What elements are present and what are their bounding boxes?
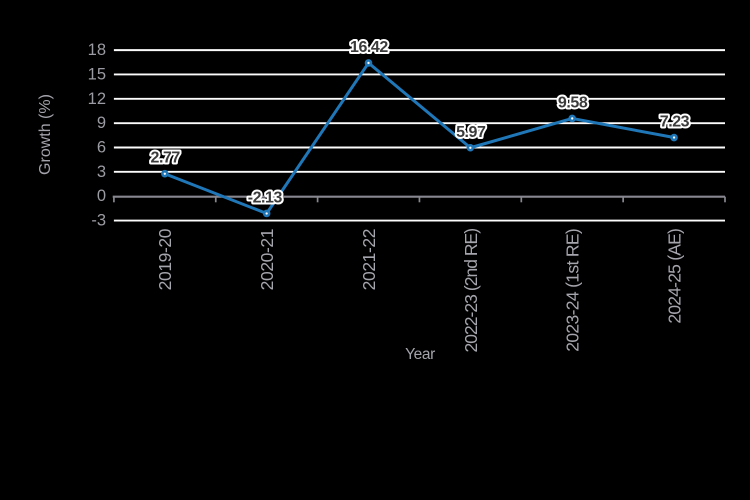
svg-text:-2.13: -2.13 [248, 189, 283, 206]
svg-text:2020-21: 2020-21 [257, 229, 277, 290]
svg-text:6: 6 [97, 139, 106, 157]
svg-text:-3: -3 [91, 212, 106, 230]
svg-text:9.58: 9.58 [558, 94, 588, 111]
svg-text:2023-24 (1st RE): 2023-24 (1st RE) [563, 229, 583, 352]
svg-text:2024-25 (AE): 2024-25 (AE) [664, 229, 684, 324]
svg-text:12: 12 [88, 90, 106, 108]
svg-text:2022-23 (2nd RE): 2022-23 (2nd RE) [461, 229, 481, 353]
svg-text:7.23: 7.23 [660, 114, 690, 131]
svg-text:Year: Year [405, 346, 435, 363]
svg-text:Growth (%): Growth (%) [37, 94, 54, 175]
svg-text:16.42: 16.42 [350, 39, 388, 56]
svg-text:5.97: 5.97 [456, 124, 486, 141]
svg-text:2019-20: 2019-20 [155, 228, 175, 290]
svg-text:18: 18 [88, 41, 106, 59]
svg-text:9: 9 [97, 114, 106, 132]
svg-text:2.77: 2.77 [151, 150, 181, 167]
svg-text:3: 3 [97, 163, 106, 181]
svg-text:15: 15 [88, 65, 106, 83]
svg-text:2021-22: 2021-22 [359, 229, 379, 290]
svg-text:0: 0 [97, 187, 106, 205]
